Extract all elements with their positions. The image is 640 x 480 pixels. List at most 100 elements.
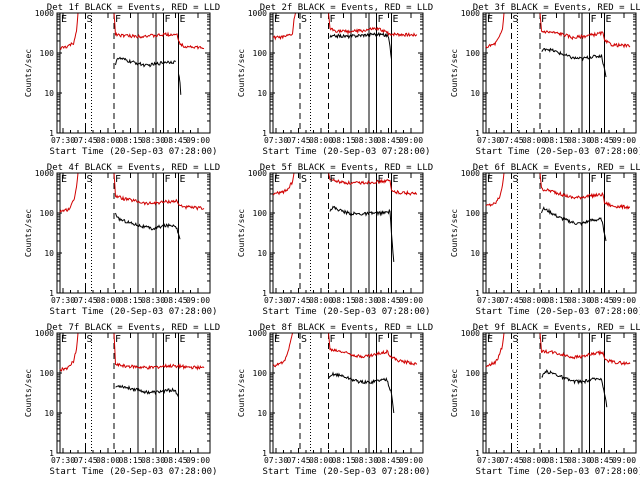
x-axis-label: Start Time (20-Sep-03 07:28:00) — [50, 307, 218, 317]
x-tick-label: 08:15 — [331, 136, 355, 145]
x-tick-label: 08:45 — [589, 456, 613, 465]
plot-area — [272, 13, 418, 133]
x-tick-label: 07:45 — [73, 456, 97, 465]
x-tick-label: 08:30 — [567, 296, 591, 305]
event-marker-label: S — [513, 174, 519, 185]
y-tick-label: 1000 — [248, 329, 267, 338]
x-tick-label: 07:45 — [286, 136, 310, 145]
y-tick-label: 1000 — [35, 169, 54, 178]
y-tick-label: 1 — [475, 289, 480, 298]
x-tick-label: 08:15 — [544, 136, 568, 145]
plot-area — [272, 173, 418, 293]
x-tick-label: 08:00 — [309, 456, 333, 465]
event-marker-label: E — [606, 174, 612, 185]
event-marker-label: E — [274, 334, 280, 345]
x-tick-label: 08:30 — [141, 136, 165, 145]
y-axis-label: Counts/sec — [237, 369, 246, 417]
chart-panel-7: Det 7f BLACK = Events, RED = LLD Counts/s… — [24, 323, 220, 477]
chart-panel-2: Det 2f BLACK = Events, RED = LLD Counts/s… — [237, 3, 433, 157]
y-tick-label: 100 — [466, 209, 481, 218]
chart-panel-3: Det 3f BLACK = Events, RED = LLD Counts/s… — [450, 3, 640, 157]
plot-frame — [269, 172, 424, 294]
y-tick-label: 100 — [253, 49, 268, 58]
x-tick-label: 07:30 — [477, 296, 501, 305]
event-marker-label: F — [378, 174, 384, 185]
x-tick-label: 07:30 — [477, 136, 501, 145]
x-tick-label: 08:00 — [522, 296, 546, 305]
plot-frame — [482, 332, 637, 454]
y-axis-label: Counts/sec — [450, 209, 459, 257]
event-marker-label: S — [87, 14, 93, 25]
y-tick-label: 10 — [470, 409, 480, 418]
plot-frame — [482, 172, 637, 294]
plot-area — [272, 333, 418, 453]
x-tick-label: 08:15 — [544, 456, 568, 465]
x-tick-label: 08:00 — [309, 296, 333, 305]
y-tick-label: 100 — [253, 369, 268, 378]
event-marker-label: F — [330, 174, 336, 185]
x-tick-label: 08:30 — [354, 456, 378, 465]
series-line-events — [115, 56, 176, 68]
event-marker-label: S — [87, 174, 93, 185]
series-line-events — [541, 47, 607, 78]
y-tick-label: 10 — [44, 249, 54, 258]
x-tick-label: 08:45 — [589, 296, 613, 305]
event-marker-label: F — [165, 334, 171, 345]
y-tick-label: 1000 — [35, 9, 54, 18]
x-axis-label: Start Time (20-Sep-03 07:28:00) — [263, 467, 431, 477]
event-marker-label: E — [180, 14, 186, 25]
y-tick-label: 1000 — [248, 9, 267, 18]
x-tick-label: 08:00 — [522, 136, 546, 145]
chart-title: Det 8f BLACK = Events, RED = LLD — [260, 323, 433, 333]
x-axis-label: Start Time (20-Sep-03 07:28:00) — [476, 307, 640, 317]
chart-title: Det 5f BLACK = Events, RED = LLD — [260, 163, 433, 173]
x-tick-label: 07:45 — [499, 136, 523, 145]
series-line-events — [115, 384, 179, 398]
y-tick-label: 10 — [470, 89, 480, 98]
y-tick-label: 1 — [475, 449, 480, 458]
x-axis-label: Start Time (20-Sep-03 07:28:00) — [263, 147, 431, 157]
x-axis-label: Start Time (20-Sep-03 07:28:00) — [50, 147, 218, 157]
chart-panel-1: Det 1f BLACK = Events, RED = LLD Counts/s… — [24, 3, 220, 157]
y-tick-label: 1000 — [461, 169, 480, 178]
event-marker-label: F — [591, 334, 597, 345]
y-tick-label: 10 — [44, 89, 54, 98]
x-tick-label: 08:30 — [354, 136, 378, 145]
series-line-events — [115, 212, 181, 240]
event-marker-label: F — [165, 14, 171, 25]
x-tick-label: 07:45 — [73, 296, 97, 305]
event-marker-label: E — [487, 334, 493, 345]
x-tick-label: 08:45 — [376, 296, 400, 305]
x-tick-label: 09:00 — [186, 136, 210, 145]
x-tick-label: 07:45 — [286, 296, 310, 305]
event-marker-label: F — [541, 14, 547, 25]
chart-panel-4: Det 4f BLACK = Events, RED = LLD Counts/s… — [24, 163, 220, 317]
event-marker-label: F — [115, 14, 121, 25]
event-marker-label: F — [115, 334, 121, 345]
y-tick-label: 1 — [262, 129, 267, 138]
x-tick-label: 09:00 — [399, 456, 423, 465]
plot-area — [59, 173, 205, 293]
x-tick-label: 08:00 — [96, 296, 120, 305]
x-tick-label: 08:15 — [118, 136, 142, 145]
x-tick-label: 09:00 — [612, 136, 636, 145]
x-tick-label: 07:45 — [73, 136, 97, 145]
x-tick-label: 08:45 — [589, 136, 613, 145]
x-tick-label: 09:00 — [612, 296, 636, 305]
x-tick-label: 08:45 — [163, 296, 187, 305]
x-tick-label: 08:15 — [118, 296, 142, 305]
series-line-lld — [272, 13, 418, 41]
plot-area — [59, 333, 205, 453]
plot-area — [485, 13, 631, 133]
series-line-lld — [485, 173, 631, 211]
x-tick-label: 08:30 — [567, 456, 591, 465]
plot-area — [485, 333, 631, 453]
event-marker-label: E — [606, 14, 612, 25]
event-marker-label: E — [393, 334, 399, 345]
chart-panel-9: Det 9f BLACK = Events, RED = LLD Counts/s… — [450, 323, 640, 477]
series-line-lld — [272, 173, 418, 196]
event-marker-label: E — [180, 334, 186, 345]
x-tick-label: 08:45 — [163, 456, 187, 465]
series-line-events — [329, 205, 395, 262]
